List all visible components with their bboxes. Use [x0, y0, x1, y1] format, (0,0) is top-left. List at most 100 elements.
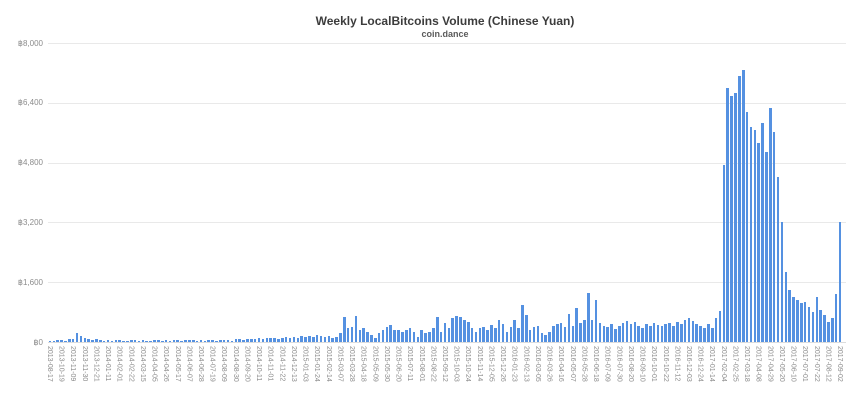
bar[interactable]: [168, 340, 172, 342]
bar[interactable]: [315, 335, 319, 342]
bar[interactable]: [594, 299, 598, 342]
bar[interactable]: [672, 325, 675, 342]
bar[interactable]: [494, 328, 497, 342]
bar[interactable]: [823, 315, 826, 342]
bar[interactable]: [110, 340, 114, 342]
bar[interactable]: [819, 310, 822, 342]
bar[interactable]: [583, 319, 586, 342]
bar[interactable]: [703, 327, 706, 342]
bar[interactable]: [346, 328, 350, 342]
bar[interactable]: [571, 325, 575, 342]
bar[interactable]: [257, 338, 261, 342]
bar[interactable]: [122, 340, 125, 342]
bar[interactable]: [343, 316, 346, 342]
bar[interactable]: [362, 328, 365, 342]
bar[interactable]: [528, 330, 532, 342]
bar[interactable]: [149, 340, 152, 342]
bar[interactable]: [718, 311, 722, 342]
bar[interactable]: [490, 325, 493, 342]
bar[interactable]: [753, 130, 757, 342]
bar[interactable]: [625, 321, 629, 342]
bar[interactable]: [637, 325, 640, 342]
bar[interactable]: [211, 340, 214, 342]
bar[interactable]: [761, 123, 764, 342]
bar[interactable]: [618, 325, 621, 342]
bar[interactable]: [377, 333, 381, 342]
bar[interactable]: [250, 338, 253, 342]
bar[interactable]: [253, 339, 257, 342]
bar[interactable]: [486, 330, 489, 342]
bar[interactable]: [803, 301, 807, 342]
bar[interactable]: [226, 339, 230, 342]
bar[interactable]: [87, 339, 90, 342]
bar[interactable]: [668, 322, 671, 342]
bar[interactable]: [203, 340, 207, 342]
bar[interactable]: [587, 293, 590, 342]
bar[interactable]: [451, 318, 454, 342]
bar[interactable]: [734, 93, 737, 342]
bar[interactable]: [160, 340, 164, 342]
bar[interactable]: [707, 324, 710, 342]
bar[interactable]: [428, 331, 431, 342]
bar[interactable]: [788, 290, 791, 342]
bar[interactable]: [590, 319, 594, 342]
bar[interactable]: [300, 336, 303, 342]
bar[interactable]: [745, 111, 749, 342]
bar[interactable]: [834, 293, 838, 342]
bar[interactable]: [521, 305, 524, 342]
bar[interactable]: [416, 336, 420, 342]
bar[interactable]: [381, 330, 385, 342]
bar[interactable]: [230, 340, 234, 342]
bar[interactable]: [288, 338, 292, 342]
bar[interactable]: [102, 340, 106, 342]
bar[interactable]: [327, 336, 331, 342]
bar[interactable]: [331, 337, 334, 342]
bar[interactable]: [470, 328, 474, 342]
bar[interactable]: [722, 164, 726, 342]
bar[interactable]: [784, 271, 788, 342]
bar[interactable]: [48, 340, 52, 342]
bar[interactable]: [656, 324, 660, 342]
bar[interactable]: [463, 319, 466, 342]
bar[interactable]: [339, 333, 342, 342]
bar[interactable]: [757, 143, 760, 342]
bar[interactable]: [540, 333, 544, 342]
bar[interactable]: [370, 335, 373, 342]
bar[interactable]: [75, 332, 79, 342]
bar[interactable]: [408, 328, 412, 342]
bar[interactable]: [354, 315, 358, 342]
bar[interactable]: [513, 319, 516, 342]
bar[interactable]: [304, 337, 307, 342]
bar[interactable]: [695, 324, 699, 342]
bar[interactable]: [281, 337, 284, 342]
bar[interactable]: [199, 339, 203, 342]
bar[interactable]: [180, 340, 183, 342]
bar[interactable]: [575, 308, 578, 342]
bar[interactable]: [447, 328, 451, 342]
bar[interactable]: [432, 328, 435, 342]
bar[interactable]: [137, 340, 141, 342]
bar[interactable]: [207, 339, 210, 342]
bar[interactable]: [679, 324, 683, 342]
bar[interactable]: [195, 340, 199, 342]
bar[interactable]: [164, 340, 168, 342]
bar[interactable]: [567, 313, 571, 342]
bar[interactable]: [710, 328, 714, 342]
bar[interactable]: [552, 325, 555, 342]
bar[interactable]: [141, 340, 145, 342]
bar[interactable]: [296, 337, 300, 342]
bar[interactable]: [769, 108, 772, 342]
bar[interactable]: [106, 339, 110, 342]
bar[interactable]: [153, 340, 156, 342]
bar[interactable]: [126, 340, 129, 342]
bar[interactable]: [455, 315, 458, 342]
bar[interactable]: [292, 336, 296, 342]
bar[interactable]: [544, 334, 547, 342]
bar[interactable]: [517, 328, 520, 342]
bar[interactable]: [629, 324, 633, 342]
bar[interactable]: [827, 321, 830, 342]
bar[interactable]: [800, 303, 803, 342]
bar[interactable]: [621, 322, 625, 342]
bar[interactable]: [265, 337, 269, 342]
bar[interactable]: [114, 340, 118, 342]
